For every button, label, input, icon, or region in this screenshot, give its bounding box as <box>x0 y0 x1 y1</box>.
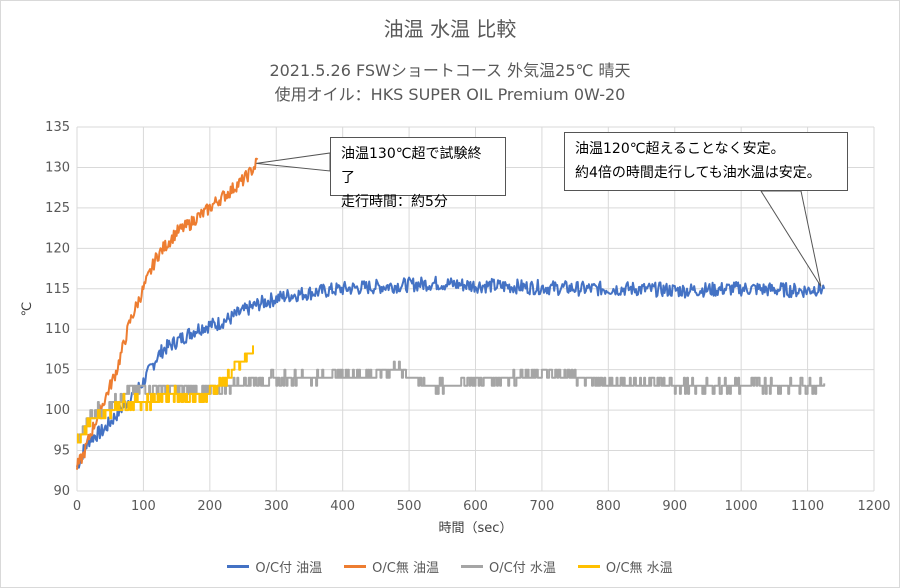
x-tick-label: 300 <box>264 499 289 514</box>
x-tick-label: 700 <box>530 499 555 514</box>
y-tick-label: 125 <box>45 201 70 216</box>
x-tick-label: 800 <box>596 499 621 514</box>
x-tick-label: 100 <box>131 499 156 514</box>
x-tick-label: 900 <box>662 499 687 514</box>
series-line-nooc-water <box>76 345 254 444</box>
y-tick-label: 130 <box>45 160 70 175</box>
x-tick-label: 400 <box>330 499 355 514</box>
legend-item-oc-water: O/C付 水温 <box>461 557 556 576</box>
legend-item-nooc-water: O/C無 水温 <box>577 557 673 576</box>
annotation-stable-line1: 油温120℃超えることなく安定。 <box>575 141 785 157</box>
y-tick-label: 135 <box>45 120 70 135</box>
series-line-oc-oil <box>76 275 826 469</box>
legend-swatch-nooc-water <box>577 565 600 568</box>
leader-stable <box>760 190 822 287</box>
legend-label-nooc-water: O/C無 水温 <box>605 561 673 576</box>
legend-label-nooc-oil: O/C無 油温 <box>372 561 439 576</box>
legend: O/C付 油温 O/C無 油温 O/C付 水温 O/C無 水温 <box>1 557 899 576</box>
y-tick-label: 95 <box>53 444 70 459</box>
series-layer <box>76 157 826 470</box>
x-tick-label: 1100 <box>791 499 824 514</box>
annotation-stable: 油温120℃超えることなく安定。 約4倍の時間走行しても油水温は安定。 <box>564 132 848 191</box>
legend-label-oc-oil: O/C付 油温 <box>255 561 323 576</box>
y-tick-label: 100 <box>45 403 70 418</box>
legend-swatch-oc-oil <box>227 565 250 568</box>
x-tick-label: 200 <box>197 499 222 514</box>
x-tick-label: 500 <box>397 499 422 514</box>
legend-item-nooc-oil: O/C無 油温 <box>344 557 439 576</box>
legend-swatch-nooc-oil <box>344 565 367 568</box>
legend-item-oc-oil: O/C付 油温 <box>227 557 322 576</box>
tick-labels: 90 95 100 105 110 115 120 125 130 135 0 100 200 300 40… <box>45 120 890 514</box>
leader-test-end <box>256 152 331 172</box>
y-tick-label: 105 <box>45 363 70 378</box>
x-axis-title: 時間（sec） <box>439 521 513 536</box>
x-tick-label: 0 <box>73 499 81 514</box>
y-tick-label: 120 <box>45 241 70 256</box>
legend-swatch-oc-water <box>461 565 483 568</box>
x-tick-label: 600 <box>463 499 488 514</box>
annotation-stable-line2: 約4倍の時間走行しても油水温は安定。 <box>575 165 821 181</box>
chart-subtitle-line2: 使用オイル：HKS SUPER OIL Premium 0W-20 <box>274 85 626 104</box>
y-tick-label: 90 <box>53 484 70 499</box>
x-tick-label: 1000 <box>725 499 758 514</box>
legend-label-oc-water: O/C付 水温 <box>489 561 556 576</box>
annotation-test-end-line2: 走行時間：約5分 <box>341 194 448 210</box>
annotation-test-end: 油温130℃超で試験終了 走行時間：約5分 <box>330 137 506 210</box>
chart-title: 油温 水温 比較 <box>383 17 517 41</box>
y-tick-label: 115 <box>45 282 70 297</box>
chart-subtitle-line1: 2021.5.26 FSWショートコース 外気温25℃ 晴天 <box>269 61 631 80</box>
x-tick-label: 1200 <box>857 499 890 514</box>
y-tick-label: 110 <box>45 322 70 337</box>
annotation-test-end-line1: 油温130℃超で試験終了 <box>341 146 482 186</box>
y-axis-title: ℃ <box>20 302 35 317</box>
series-line-nooc-oil <box>76 157 259 470</box>
